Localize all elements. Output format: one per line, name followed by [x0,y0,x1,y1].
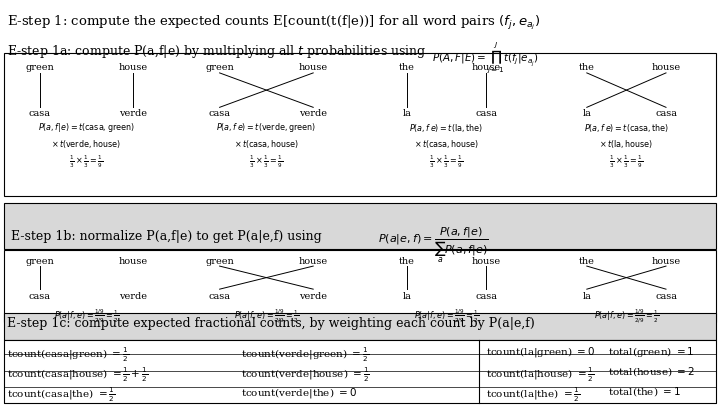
Text: la: la [402,292,411,301]
Text: E-step 1c: compute expected fractional counts, by weighting each count by P(a|e,: E-step 1c: compute expected fractional c… [7,317,535,330]
Text: casa: casa [475,109,497,118]
Text: tcount(verde|green) $=\frac{1}{2}$: tcount(verde|green) $=\frac{1}{2}$ [241,345,369,364]
Text: verde: verde [120,109,147,118]
Text: E-step 1a: compute P(a,f|e) by multiplying all $t$ probabilities using: E-step 1a: compute P(a,f|e) by multiplyi… [7,43,427,60]
Text: casa: casa [209,292,230,301]
Text: $P(a,f\,e)=t(\mathrm{casa,the})$: $P(a,f\,e)=t(\mathrm{casa,the})$ [584,122,669,134]
Text: $P(a,f\,e)=t(\mathrm{verde,green})$: $P(a,f\,e)=t(\mathrm{verde,green})$ [217,122,316,134]
Text: house: house [299,257,328,266]
Text: tcount(la|house) $=\frac{1}{2}$: tcount(la|house) $=\frac{1}{2}$ [486,365,595,384]
Text: $\times\,t(\mathrm{casa,house})$: $\times\,t(\mathrm{casa,house})$ [414,138,479,150]
Text: house: house [472,63,500,72]
Text: la: la [402,109,411,118]
Text: the: the [399,257,415,266]
Bar [4,340,716,403]
Text: $\times\,t(\mathrm{casa,house})$: $\times\,t(\mathrm{casa,house})$ [234,138,299,150]
Text: $\frac{1}{3}\times\frac{1}{3}=\frac{1}{9}$: $\frac{1}{3}\times\frac{1}{3}=\frac{1}{9… [429,154,464,170]
Text: la: la [582,292,591,301]
Text: green: green [205,63,234,72]
Text: the: the [399,63,415,72]
Text: tcount(verde|the) $= 0$: tcount(verde|the) $= 0$ [241,386,357,400]
Text: house: house [299,63,328,72]
Text: verde: verde [300,109,327,118]
Text: house: house [472,257,500,266]
Text: casa: casa [29,292,50,301]
Text: tcount(verde|house) $=\frac{1}{2}$: tcount(verde|house) $=\frac{1}{2}$ [241,365,370,384]
Text: the: the [579,257,595,266]
Text: green: green [205,257,234,266]
Bar [4,53,716,196]
Bar [4,202,716,249]
Text: total(the) $= 1$: total(the) $= 1$ [608,386,681,399]
Text: $P(a,f\,e)=t(\mathrm{la,the})$: $P(a,f\,e)=t(\mathrm{la,the})$ [410,122,483,134]
Text: E-step 1b: normalize P(a,f|e) to get P(a|e,f) using: E-step 1b: normalize P(a,f|e) to get P(a… [11,230,322,243]
Text: $P(A,F|E)=\prod_{j=1}^{J}t(f_j|e_{a_j})$: $P(A,F|E)=\prod_{j=1}^{J}t(f_j|e_{a_j})$ [432,41,539,77]
Text: total(house) $= 2$: total(house) $= 2$ [608,365,696,378]
Text: total(green) $= 1$: total(green) $= 1$ [608,345,695,359]
Text: tcount(la|green) $= 0$: tcount(la|green) $= 0$ [486,345,595,359]
Text: verde: verde [300,292,327,301]
Text: casa: casa [475,292,497,301]
Bar [4,250,716,322]
Text: tcount(la|the) $=\frac{1}{2}$: tcount(la|the) $=\frac{1}{2}$ [486,386,580,404]
Text: casa: casa [655,292,677,301]
Text: green: green [25,257,54,266]
Text: $\frac{1}{3}\times\frac{1}{3}=\frac{1}{9}$: $\frac{1}{3}\times\frac{1}{3}=\frac{1}{9… [609,154,644,170]
Text: $P(a|e,f)=\dfrac{P(a,f|e)}{\sum_a P(a,f|e)}$: $P(a|e,f)=\dfrac{P(a,f|e)}{\sum_a P(a,f|… [378,225,489,264]
Text: $P(a|f,e)=\frac{1/9}{2/9}=\frac{1}{2}$: $P(a|f,e)=\frac{1/9}{2/9}=\frac{1}{2}$ [234,308,299,325]
Text: $P(a|f,e)=\frac{1/9}{2/9}=\frac{1}{2}$: $P(a|f,e)=\frac{1/9}{2/9}=\frac{1}{2}$ [414,308,479,325]
Text: $P(a|f,e)=\frac{1/9}{2/9}=\frac{1}{2}$: $P(a|f,e)=\frac{1/9}{2/9}=\frac{1}{2}$ [54,308,119,325]
Text: the: the [579,63,595,72]
Text: la: la [582,109,591,118]
Text: E-step 1: compute the expected counts E[count(t(f|e))] for all word pairs $(f_j,: E-step 1: compute the expected counts E[… [7,14,541,32]
Text: $\times\,t(\mathrm{verde,house})$: $\times\,t(\mathrm{verde,house})$ [52,138,121,150]
Text: casa: casa [209,109,230,118]
Text: green: green [25,63,54,72]
Text: casa: casa [29,109,50,118]
Bar [4,313,716,340]
Text: $P(a|f,e)=\frac{1/9}{2/9}=\frac{1}{2}$: $P(a|f,e)=\frac{1/9}{2/9}=\frac{1}{2}$ [594,308,659,325]
Text: tcount(casa|the) $=\frac{1}{2}$: tcount(casa|the) $=\frac{1}{2}$ [7,386,116,404]
Text: $\times\,t(\mathrm{la,house})$: $\times\,t(\mathrm{la,house})$ [599,138,654,150]
Text: verde: verde [120,292,147,301]
Text: house: house [652,63,680,72]
Text: $\frac{1}{3}\times\frac{1}{3}=\frac{1}{9}$: $\frac{1}{3}\times\frac{1}{3}=\frac{1}{9… [249,154,284,170]
Text: tcount(casa|green) $=\frac{1}{2}$: tcount(casa|green) $=\frac{1}{2}$ [7,345,130,364]
Text: house: house [119,257,148,266]
Text: tcount(casa|house) $=\frac{1}{2}+\frac{1}{2}$: tcount(casa|house) $=\frac{1}{2}+\frac{1… [7,365,148,384]
Text: house: house [119,63,148,72]
Text: $P(a,f|e)=t(\mathrm{casa,green})$: $P(a,f|e)=t(\mathrm{casa,green})$ [38,122,135,134]
Text: house: house [652,257,680,266]
Text: $\frac{1}{3}\times\frac{1}{3}=\frac{1}{9}$: $\frac{1}{3}\times\frac{1}{3}=\frac{1}{9… [69,154,104,170]
Text: casa: casa [655,109,677,118]
